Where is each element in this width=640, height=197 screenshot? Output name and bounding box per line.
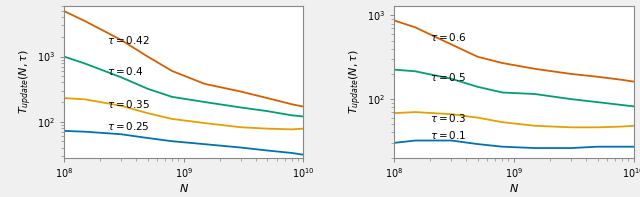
Text: $\tau = 0.1$: $\tau = 0.1$ [430, 129, 467, 141]
Text: $\tau = 0.3$: $\tau = 0.3$ [430, 112, 467, 124]
Y-axis label: $T_{update}(N, \tau)$: $T_{update}(N, \tau)$ [17, 49, 34, 114]
Text: $\tau = 0.42$: $\tau = 0.42$ [108, 34, 150, 46]
Text: $\tau = 0.35$: $\tau = 0.35$ [108, 98, 150, 110]
Y-axis label: $T_{update}(N, \tau)$: $T_{update}(N, \tau)$ [348, 49, 364, 114]
Text: $\tau = 0.4$: $\tau = 0.4$ [108, 65, 144, 77]
X-axis label: $N$: $N$ [179, 182, 189, 194]
Text: $\tau = 0.6$: $\tau = 0.6$ [430, 31, 467, 43]
X-axis label: $N$: $N$ [509, 182, 519, 194]
Text: $\tau = 0.25$: $\tau = 0.25$ [108, 120, 150, 132]
Text: $\tau = 0.5$: $\tau = 0.5$ [430, 71, 467, 83]
